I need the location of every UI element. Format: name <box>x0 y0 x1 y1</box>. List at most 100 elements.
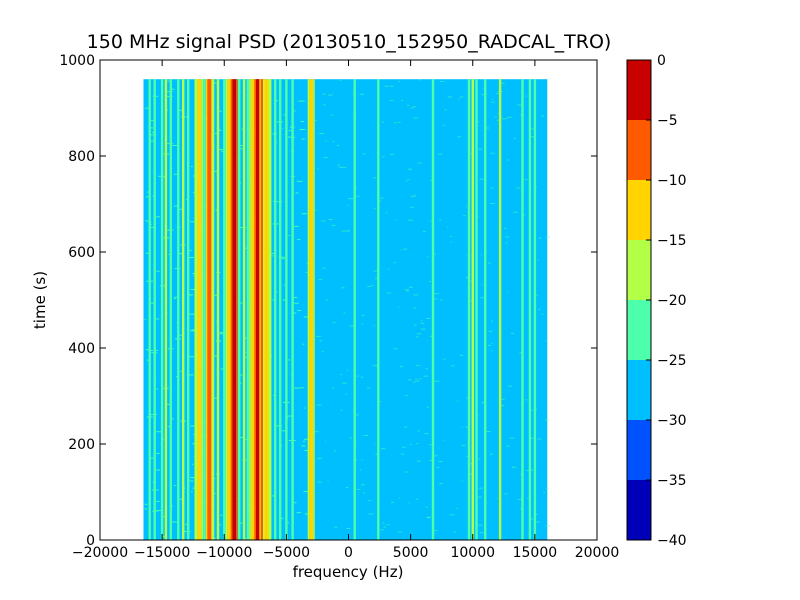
heatmap-texture <box>455 508 458 509</box>
heatmap-texture <box>373 177 377 179</box>
heatmap-texture <box>443 439 445 441</box>
heatmap-texture <box>371 285 374 287</box>
heatmap-texture <box>363 435 369 436</box>
heatmap-texture <box>297 239 301 241</box>
heatmap-texture <box>361 314 365 316</box>
heatmap-texture <box>506 445 511 447</box>
heatmap-texture <box>479 178 484 180</box>
spectral-line <box>153 79 156 540</box>
heatmap-texture <box>390 100 394 102</box>
heatmap-texture <box>490 152 495 154</box>
heatmap-texture <box>218 110 222 112</box>
heatmap-texture <box>282 127 284 129</box>
heatmap-texture <box>367 286 371 287</box>
heatmap-texture <box>359 93 365 95</box>
heatmap-texture <box>145 252 150 254</box>
heatmap-texture <box>410 206 414 208</box>
heatmap-texture <box>399 497 401 499</box>
heatmap-texture <box>390 154 394 155</box>
heatmap-texture <box>192 487 196 489</box>
spectral-line-halo <box>205 79 208 540</box>
heatmap-texture <box>404 471 409 473</box>
spectral-line <box>227 79 232 540</box>
heatmap-texture <box>450 235 453 237</box>
heatmap-texture <box>153 216 160 218</box>
heatmap-texture <box>461 480 463 482</box>
heatmap-texture <box>387 268 390 270</box>
heatmap-texture <box>361 459 363 461</box>
heatmap-texture <box>398 80 401 82</box>
heatmap-texture <box>538 237 542 239</box>
heatmap-texture <box>426 256 429 258</box>
heatmap-texture <box>502 118 508 120</box>
heatmap-texture <box>315 335 321 337</box>
spectral-line <box>216 79 220 540</box>
heatmap-texture <box>480 297 484 299</box>
x-tick-label: 10000 <box>450 545 495 561</box>
heatmap-texture <box>517 499 522 500</box>
colorbar-segment <box>627 480 651 540</box>
heatmap-texture <box>244 247 248 249</box>
heatmap-texture <box>439 81 444 82</box>
heatmap-texture <box>321 278 323 280</box>
heatmap-texture <box>174 485 177 487</box>
heatmap-texture <box>507 291 509 293</box>
heatmap-texture <box>322 267 326 269</box>
heatmap-texture <box>397 121 401 123</box>
colorbar-segment <box>627 360 651 420</box>
heatmap-texture <box>190 477 196 478</box>
colorbar-tick-label: 0 <box>657 53 666 69</box>
heatmap-texture <box>447 96 452 98</box>
heatmap-texture <box>415 498 418 500</box>
heatmap-texture <box>403 248 408 250</box>
heatmap-texture <box>360 484 365 486</box>
heatmap-texture <box>482 284 484 286</box>
heatmap-texture <box>526 470 530 472</box>
heatmap-texture <box>156 510 163 511</box>
chart-title: 150 MHz signal PSD (20130510_152950_RADC… <box>87 31 612 53</box>
heatmap-texture <box>516 104 522 106</box>
heatmap-texture <box>174 296 180 298</box>
heatmap-texture <box>385 212 388 214</box>
heatmap-texture <box>490 320 493 322</box>
heatmap-texture <box>412 307 416 309</box>
heatmap-texture <box>447 226 449 228</box>
heatmap-texture <box>192 463 194 465</box>
spectral-line <box>431 79 435 540</box>
heatmap-texture <box>486 431 491 432</box>
colorbar-segment <box>627 60 651 120</box>
heatmap-texture <box>468 153 472 155</box>
heatmap-texture <box>408 219 413 221</box>
heatmap-texture <box>153 500 160 502</box>
spectral-line <box>353 79 356 540</box>
heatmap-texture <box>414 324 417 326</box>
heatmap-texture <box>239 148 245 150</box>
psd-heatmap <box>143 79 551 540</box>
heatmap-texture <box>530 128 535 130</box>
spectral-line-halo <box>313 79 315 540</box>
heatmap-texture <box>434 530 438 532</box>
heatmap-texture <box>443 358 446 360</box>
spectral-line <box>291 79 294 540</box>
heatmap-texture <box>288 359 291 361</box>
spectral-line <box>528 79 532 540</box>
heatmap-texture <box>349 325 354 327</box>
x-tick-label: −15000 <box>134 545 190 561</box>
spectral-line <box>238 79 241 540</box>
heatmap-texture <box>393 262 396 264</box>
spectral-line-halo <box>201 79 203 540</box>
spectral-line <box>177 79 180 540</box>
heatmap-texture <box>478 487 483 489</box>
heatmap-texture <box>281 430 287 432</box>
heatmap-texture <box>189 480 194 482</box>
heatmap-texture <box>450 241 452 243</box>
heatmap-texture <box>355 195 360 197</box>
heatmap-texture <box>476 121 480 123</box>
heatmap-texture <box>304 438 310 440</box>
heatmap-texture <box>293 312 297 314</box>
heatmap-texture <box>458 98 461 100</box>
heatmap-texture <box>395 219 397 221</box>
spectral-line-halo <box>249 79 251 540</box>
heatmap-texture <box>317 168 320 170</box>
heatmap-texture <box>484 127 490 129</box>
